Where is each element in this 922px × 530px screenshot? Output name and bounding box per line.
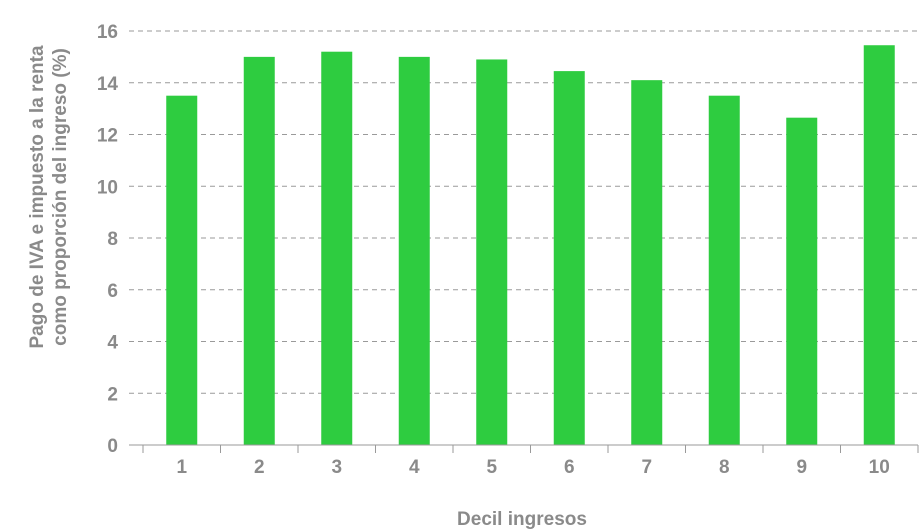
bar-decil-2 — [243, 56, 275, 445]
bar-decil-1 — [166, 95, 198, 445]
y-tick-label: 8 — [107, 229, 118, 250]
x-tick-label: 6 — [564, 457, 575, 478]
x-axis — [129, 444, 919, 453]
y-tick-label: 12 — [97, 126, 118, 147]
x-axis-ticks: 1 2 3 4 5 6 7 8 9 10 — [176, 457, 889, 478]
y-tick-label: 10 — [97, 177, 118, 198]
y-tick-label: 14 — [97, 74, 119, 95]
x-tick-label: 9 — [796, 457, 807, 478]
bar-decil-8 — [708, 95, 740, 445]
bar-decil-5 — [476, 59, 508, 446]
bar-decil-7 — [631, 80, 663, 445]
bar-decil-4 — [398, 56, 430, 445]
y-axis-ticks: 0 2 4 6 8 10 12 14 16 — [97, 22, 119, 457]
bars — [166, 45, 895, 446]
x-tick-label: 10 — [869, 457, 890, 478]
bar-decil-3 — [321, 51, 353, 445]
x-tick-label: 8 — [719, 457, 730, 478]
x-tick-label: 3 — [331, 457, 342, 478]
bar-decil-9 — [786, 117, 818, 446]
y-tick-label: 4 — [107, 333, 118, 354]
y-tick-label: 2 — [107, 384, 118, 405]
bar-decil-6 — [553, 71, 585, 445]
y-tick-label: 6 — [107, 281, 118, 302]
y-tick-label: 16 — [97, 22, 118, 43]
bar-decil-10 — [863, 45, 895, 445]
x-tick-label: 7 — [641, 457, 652, 478]
y-axis-title-line-1: Pago de IVA e impuesto a la renta — [27, 45, 48, 348]
x-tick-label: 5 — [486, 457, 497, 478]
x-tick-label: 2 — [254, 457, 265, 478]
x-tick-label: 4 — [409, 457, 420, 478]
x-tick-label: 1 — [176, 457, 187, 478]
y-axis-title-line-2: como proporción del ingreso (%) — [50, 48, 71, 346]
y-tick-label: 0 — [107, 436, 118, 457]
x-axis-title: Decil ingresos — [457, 509, 587, 530]
